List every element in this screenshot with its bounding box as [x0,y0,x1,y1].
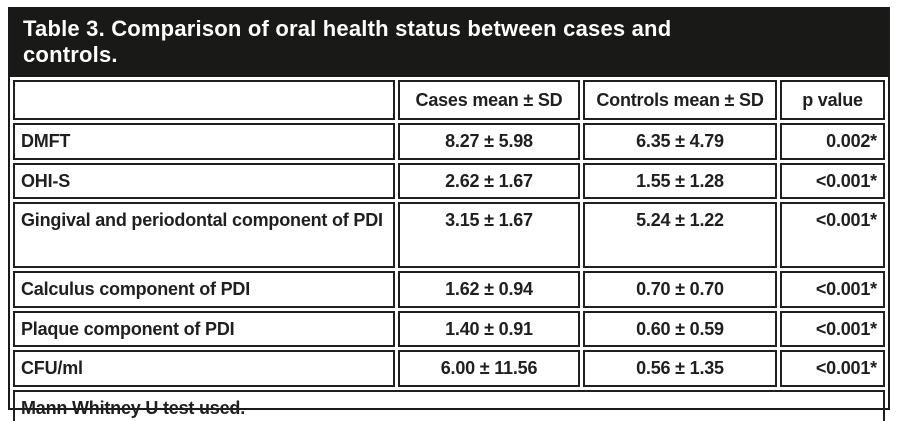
header-cases: Cases mean ± SD [398,79,580,121]
controls-value: 0.60 ± 0.59 [583,310,777,348]
table-row-gingival-pdi: Gingival and periodontal component of PD… [13,202,885,269]
row-label: Gingival and periodontal component of PD… [13,202,395,269]
comparison-table: Cases mean ± SD Controls mean ± SD p val… [10,77,888,421]
p-value: <0.001* [780,202,885,269]
table-row-cfu: CFU/ml 6.00 ± 11.56 0.56 ± 1.35 <0.001* [13,350,885,387]
table-title: Table 3. Comparison of oral health statu… [10,9,888,77]
cases-value: 1.62 ± 0.94 [398,271,580,308]
controls-value: 0.56 ± 1.35 [583,350,777,387]
table-row-ohis: OHI-S 2.62 ± 1.67 1.55 ± 1.28 <0.001* [13,162,885,200]
row-label: Calculus component of PDI [13,271,395,308]
row-label: OHI-S [13,162,395,200]
header-controls: Controls mean ± SD [583,79,777,121]
controls-value: 0.70 ± 0.70 [583,271,777,308]
controls-value: 6.35 ± 4.79 [583,123,777,160]
p-value: <0.001* [780,271,885,308]
cases-value: 3.15 ± 1.67 [398,202,580,269]
row-label: CFU/ml [13,350,395,387]
cases-value: 6.00 ± 11.56 [398,350,580,387]
footnote-row: Mann Whitney U test used. Statistically … [13,389,885,421]
p-value: <0.001* [780,350,885,387]
row-label: Plaque component of PDI [13,310,395,348]
footnote-test-used: Mann Whitney U test used. [21,397,246,418]
p-value: <0.001* [780,162,885,200]
header-empty [13,79,395,121]
table-frame: Table 3. Comparison of oral health statu… [8,7,890,421]
cases-value: 8.27 ± 5.98 [398,123,580,160]
table-row-dmft: DMFT 8.27 ± 5.98 6.35 ± 4.79 0.002* [13,123,885,160]
cases-value: 2.62 ± 1.67 [398,162,580,200]
header-row: Cases mean ± SD Controls mean ± SD p val… [13,79,885,121]
p-value: <0.001* [780,310,885,348]
header-p-value: p value [780,79,885,121]
table-row-plaque-pdi: Plaque component of PDI 1.40 ± 0.91 0.60… [13,310,885,348]
controls-value: 5.24 ± 1.22 [583,202,777,269]
cases-value: 1.40 ± 0.91 [398,310,580,348]
row-label: DMFT [13,123,395,160]
table-row-calculus-pdi: Calculus component of PDI 1.62 ± 0.94 0.… [13,271,885,308]
p-value: 0.002* [780,123,885,160]
controls-value: 1.55 ± 1.28 [583,162,777,200]
footnote-cell: Mann Whitney U test used. Statistically … [13,389,885,421]
